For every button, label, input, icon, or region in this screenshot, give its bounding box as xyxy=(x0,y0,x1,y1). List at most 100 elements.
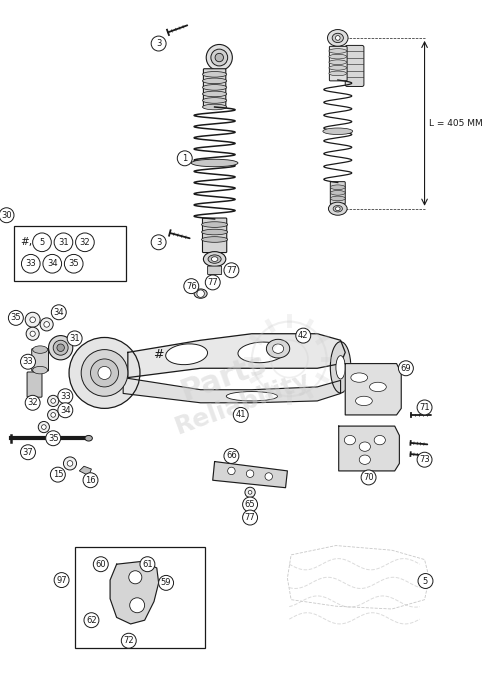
Circle shape xyxy=(418,574,433,588)
Text: 31: 31 xyxy=(69,334,80,343)
Text: 34: 34 xyxy=(53,308,64,316)
Text: 97: 97 xyxy=(56,576,67,585)
Circle shape xyxy=(51,413,55,417)
Ellipse shape xyxy=(344,436,356,444)
Ellipse shape xyxy=(208,255,221,264)
Text: 1: 1 xyxy=(182,154,188,163)
Circle shape xyxy=(54,233,73,252)
Circle shape xyxy=(81,350,128,396)
Text: 41: 41 xyxy=(236,411,246,420)
Circle shape xyxy=(8,310,23,325)
Ellipse shape xyxy=(351,373,367,383)
Ellipse shape xyxy=(374,436,385,444)
Text: 34: 34 xyxy=(60,406,70,415)
Ellipse shape xyxy=(226,391,278,401)
Text: 32: 32 xyxy=(27,398,38,407)
Ellipse shape xyxy=(204,252,226,266)
Ellipse shape xyxy=(330,191,345,195)
Circle shape xyxy=(52,305,66,320)
FancyBboxPatch shape xyxy=(330,46,347,81)
Polygon shape xyxy=(213,462,287,488)
Ellipse shape xyxy=(202,222,227,227)
Circle shape xyxy=(205,275,220,290)
Circle shape xyxy=(46,431,61,446)
Circle shape xyxy=(417,400,432,415)
Circle shape xyxy=(98,367,111,380)
Circle shape xyxy=(30,331,35,336)
FancyBboxPatch shape xyxy=(330,182,345,204)
Circle shape xyxy=(33,233,52,252)
Ellipse shape xyxy=(203,85,227,90)
Ellipse shape xyxy=(330,196,345,201)
Text: 77: 77 xyxy=(208,278,218,287)
Circle shape xyxy=(48,396,59,407)
FancyBboxPatch shape xyxy=(75,548,205,648)
Ellipse shape xyxy=(332,33,344,43)
Circle shape xyxy=(140,557,155,572)
Ellipse shape xyxy=(206,45,232,71)
Circle shape xyxy=(197,290,204,297)
Text: 76: 76 xyxy=(186,281,197,290)
Circle shape xyxy=(248,491,252,494)
Circle shape xyxy=(64,457,76,470)
FancyBboxPatch shape xyxy=(204,69,226,108)
Polygon shape xyxy=(123,378,341,402)
Ellipse shape xyxy=(33,346,48,354)
Ellipse shape xyxy=(329,71,347,76)
Circle shape xyxy=(69,338,140,409)
Circle shape xyxy=(245,487,255,497)
Polygon shape xyxy=(79,466,91,475)
Text: 5: 5 xyxy=(423,577,428,585)
Circle shape xyxy=(20,444,35,460)
Circle shape xyxy=(151,235,166,250)
Ellipse shape xyxy=(330,342,351,393)
FancyBboxPatch shape xyxy=(14,226,126,281)
Text: 59: 59 xyxy=(161,579,172,588)
Text: 66: 66 xyxy=(226,451,237,460)
FancyBboxPatch shape xyxy=(208,266,222,275)
Ellipse shape xyxy=(336,356,345,379)
Text: 35: 35 xyxy=(69,259,79,268)
Circle shape xyxy=(53,341,68,355)
Ellipse shape xyxy=(329,202,347,215)
Text: #,: #, xyxy=(20,237,33,247)
Ellipse shape xyxy=(369,383,386,391)
Circle shape xyxy=(40,318,53,331)
Ellipse shape xyxy=(203,98,227,103)
Text: 33: 33 xyxy=(60,391,70,400)
FancyBboxPatch shape xyxy=(345,45,364,87)
Circle shape xyxy=(243,510,258,525)
Circle shape xyxy=(57,344,64,352)
Text: #: # xyxy=(154,347,164,361)
Circle shape xyxy=(25,396,40,410)
Text: Parts: Parts xyxy=(177,349,271,407)
Circle shape xyxy=(227,467,235,475)
Ellipse shape xyxy=(33,367,48,374)
Circle shape xyxy=(76,233,94,252)
Ellipse shape xyxy=(211,257,218,261)
Circle shape xyxy=(361,470,376,485)
Circle shape xyxy=(246,470,254,477)
Ellipse shape xyxy=(335,36,340,41)
FancyBboxPatch shape xyxy=(203,218,227,252)
Circle shape xyxy=(233,407,248,422)
Text: 77: 77 xyxy=(226,266,237,275)
Polygon shape xyxy=(339,426,399,471)
Text: 37: 37 xyxy=(23,448,34,457)
Ellipse shape xyxy=(238,342,285,363)
Ellipse shape xyxy=(191,159,238,166)
Text: 42: 42 xyxy=(298,331,309,340)
Circle shape xyxy=(184,279,199,294)
Circle shape xyxy=(177,151,192,166)
Circle shape xyxy=(54,572,69,588)
Ellipse shape xyxy=(194,289,207,299)
Circle shape xyxy=(243,497,258,512)
Text: 61: 61 xyxy=(142,560,153,569)
Text: 34: 34 xyxy=(47,259,57,268)
Circle shape xyxy=(0,208,14,223)
Text: 32: 32 xyxy=(80,238,90,247)
Circle shape xyxy=(25,312,40,327)
Circle shape xyxy=(122,633,136,648)
Ellipse shape xyxy=(203,91,227,97)
Circle shape xyxy=(43,255,62,273)
